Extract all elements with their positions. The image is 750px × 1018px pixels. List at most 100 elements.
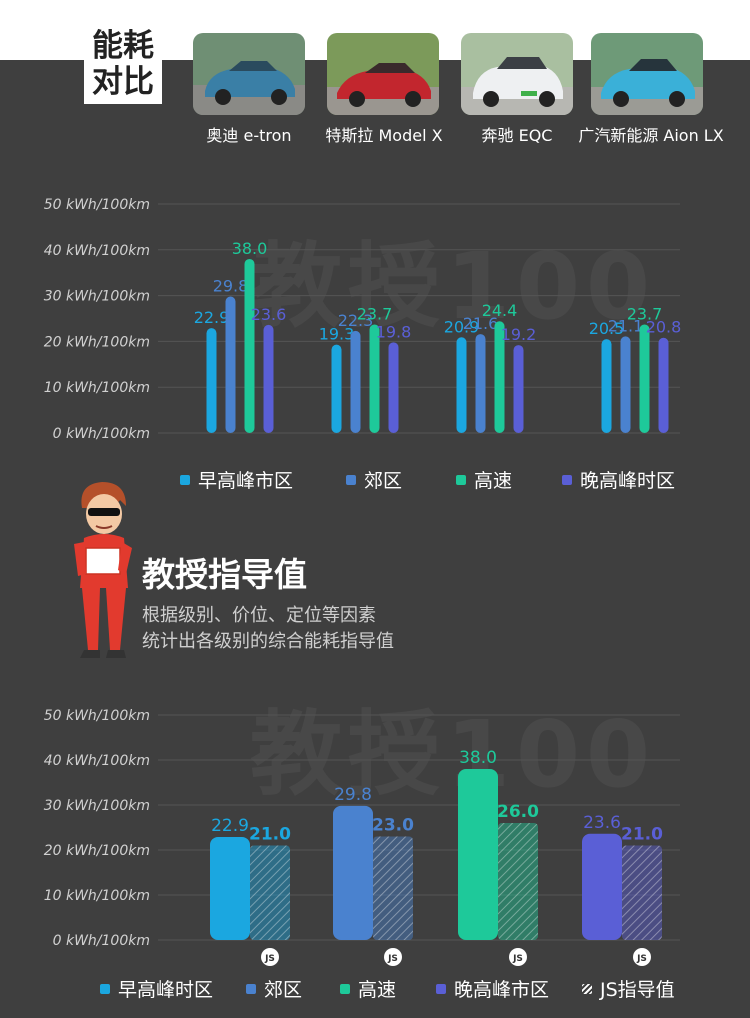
bar (244, 258, 255, 433)
bar (225, 296, 236, 433)
legend2-item-js-guide: JS指导值 (582, 975, 675, 1002)
bar-guide-hatch (498, 823, 538, 940)
bar-actual (582, 833, 622, 940)
legend2-item-highway: 高速 (340, 975, 396, 1002)
bar-value-label: 20.8 (646, 318, 682, 337)
legend-item-highway: 高速 (456, 466, 512, 493)
guide-title: 教授指导值 (142, 555, 307, 594)
bar (513, 345, 524, 433)
y-tick-label: 40 kWh/100km (44, 243, 150, 259)
car-photo-aion (591, 33, 703, 115)
bar-guide-label: 21.0 (621, 825, 663, 845)
js-badge-icon (633, 948, 651, 966)
legend-swatch-highway (456, 474, 466, 485)
bar-value-label: 20.9 (444, 317, 480, 336)
legend-label: 高速 (474, 470, 513, 492)
bar-actual-label: 22.9 (211, 816, 249, 836)
bar (494, 321, 505, 433)
js-badge-label: JS (387, 954, 398, 964)
bar-guide-hatch (250, 845, 290, 940)
y-tick-label: 50 kWh/100km (44, 708, 150, 724)
bar-value-label: 23.6 (251, 305, 287, 324)
y-tick-label: 20 kWh/100km (44, 334, 150, 350)
legend-item-morning: 早高峰市区 (180, 466, 293, 493)
legend-label: JS指导值 (600, 979, 675, 1001)
page-title: 能耗 对比 (84, 26, 162, 104)
y-tick-label: 30 kWh/100km (44, 798, 150, 814)
bar-value-label: 22.3 (338, 311, 374, 330)
bar-guide-hatch (622, 845, 662, 940)
y-tick-label: 50 kWh/100km (44, 197, 150, 213)
bar (639, 324, 650, 433)
js-badge-label: JS (636, 954, 647, 964)
car-label-tesla: 特斯拉 Model X (325, 126, 443, 145)
bar (388, 342, 399, 433)
bar (475, 334, 486, 433)
legend-label: 晚高峰时区 (580, 470, 676, 492)
y-tick-label: 20 kWh/100km (44, 843, 150, 859)
bar-value-label: 29.8 (213, 277, 249, 296)
bar-value-label: 21.1 (608, 316, 644, 335)
bar-value-label: 23.7 (357, 304, 393, 323)
legend-item-suburb: 郊区 (346, 466, 402, 493)
bar-guide-label: 26.0 (497, 802, 539, 822)
js-badge-icon (509, 948, 527, 966)
guide-desc-line-2: 统计出各级别的综合能耗指导值 (142, 631, 394, 652)
bar-value-label: 24.4 (482, 301, 518, 320)
bar-actual (458, 769, 498, 940)
legend2-swatch-hatched (582, 983, 592, 994)
professor-mascot-icon (74, 482, 132, 658)
legend-swatch-suburb (346, 474, 356, 485)
y-tick-label: 10 kWh/100km (44, 380, 150, 396)
title-line-2: 对比 (92, 64, 154, 100)
car-label-benz: 奔驰 EQC (481, 126, 553, 145)
legend-label: 早高峰时区 (118, 979, 214, 1001)
bar-value-label: 19.8 (376, 322, 412, 341)
legend2-swatch-evening (436, 983, 446, 994)
legend2-item-suburb: 郊区 (246, 975, 302, 1002)
bar-actual (210, 836, 250, 940)
bar-value-label: 38.0 (232, 239, 268, 258)
legend-swatch-evening (562, 474, 572, 485)
car-label-audi: 奥迪 e-tron (206, 126, 292, 145)
bar (369, 324, 380, 433)
legend2-item-morning: 早高峰时区 (100, 975, 213, 1002)
watermark-bottom: 教授100 (250, 701, 657, 808)
bar-actual-label: 38.0 (459, 748, 497, 768)
legend2-swatch-morning (100, 983, 110, 994)
bar (620, 336, 631, 433)
bar-value-label: 21.6 (463, 314, 499, 333)
bar-value-label: 20.5 (589, 319, 625, 338)
js-badge-icon (384, 948, 402, 966)
legend-label: 高速 (358, 979, 397, 1001)
car-photo-audi (193, 33, 305, 115)
legend2-swatch-suburb (246, 983, 256, 994)
y-tick-label: 40 kWh/100km (44, 753, 150, 769)
bar-value-label: 22.9 (194, 308, 230, 327)
js-badge-icon (261, 948, 279, 966)
legend-item-evening: 晚高峰时区 (562, 466, 675, 493)
bar-actual-label: 23.6 (583, 813, 621, 833)
title-line-1: 能耗 (92, 28, 154, 64)
bar (601, 339, 612, 433)
car-photo-benz (461, 33, 573, 115)
car-label-aion: 广汽新能源 Aion LX (578, 126, 724, 145)
car-photo-tesla (327, 33, 439, 115)
bar-value-label: 19.3 (319, 325, 355, 344)
legend-label: 早高峰市区 (198, 470, 294, 492)
y-tick-label: 10 kWh/100km (44, 888, 150, 904)
y-tick-label: 30 kWh/100km (44, 289, 150, 305)
bar (206, 328, 217, 433)
bar-value-label: 23.7 (627, 304, 663, 323)
bar-actual (333, 805, 373, 940)
js-badge-label: JS (264, 954, 275, 964)
legend-label: 郊区 (364, 470, 403, 492)
bar (658, 337, 669, 433)
bar-guide-hatch (373, 836, 413, 940)
y-tick-label: 0 kWh/100km (53, 933, 150, 949)
legend2-item-evening: 晚高峰市区 (436, 975, 549, 1002)
chart-guide-comparison: 0 kWh/100km 10 kWh/100km 20 kWh/100km 30 kW… (44, 708, 680, 966)
bar (456, 337, 467, 433)
y-tick-label: 0 kWh/100km (53, 426, 150, 442)
